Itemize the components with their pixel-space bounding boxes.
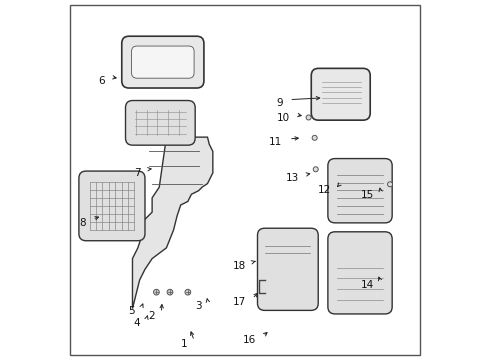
Text: 12: 12 — [318, 185, 331, 195]
FancyBboxPatch shape — [132, 46, 194, 78]
Text: 4: 4 — [133, 318, 140, 328]
Text: 16: 16 — [243, 335, 256, 345]
Polygon shape — [132, 137, 213, 309]
Text: 15: 15 — [361, 190, 374, 201]
Text: 17: 17 — [232, 297, 245, 307]
FancyBboxPatch shape — [328, 232, 392, 314]
Text: 13: 13 — [286, 173, 299, 183]
Text: 9: 9 — [276, 98, 283, 108]
Text: 14: 14 — [361, 280, 374, 291]
FancyBboxPatch shape — [311, 68, 370, 120]
Text: 5: 5 — [128, 306, 135, 316]
Circle shape — [306, 115, 311, 120]
Text: 10: 10 — [276, 113, 290, 123]
Text: 1: 1 — [181, 339, 188, 349]
Circle shape — [167, 289, 173, 295]
FancyBboxPatch shape — [328, 158, 392, 223]
Circle shape — [313, 167, 318, 172]
Circle shape — [312, 135, 317, 140]
FancyBboxPatch shape — [258, 228, 318, 310]
Text: 3: 3 — [195, 301, 201, 311]
FancyBboxPatch shape — [79, 171, 145, 241]
Text: 8: 8 — [79, 218, 86, 228]
Text: 6: 6 — [98, 76, 105, 86]
Text: 7: 7 — [134, 168, 141, 178]
FancyBboxPatch shape — [122, 36, 204, 88]
Text: 11: 11 — [270, 138, 283, 148]
Text: 2: 2 — [148, 311, 155, 321]
Text: 18: 18 — [232, 261, 245, 271]
Circle shape — [153, 289, 159, 295]
Circle shape — [388, 182, 392, 187]
Circle shape — [185, 289, 191, 295]
FancyBboxPatch shape — [125, 100, 195, 145]
